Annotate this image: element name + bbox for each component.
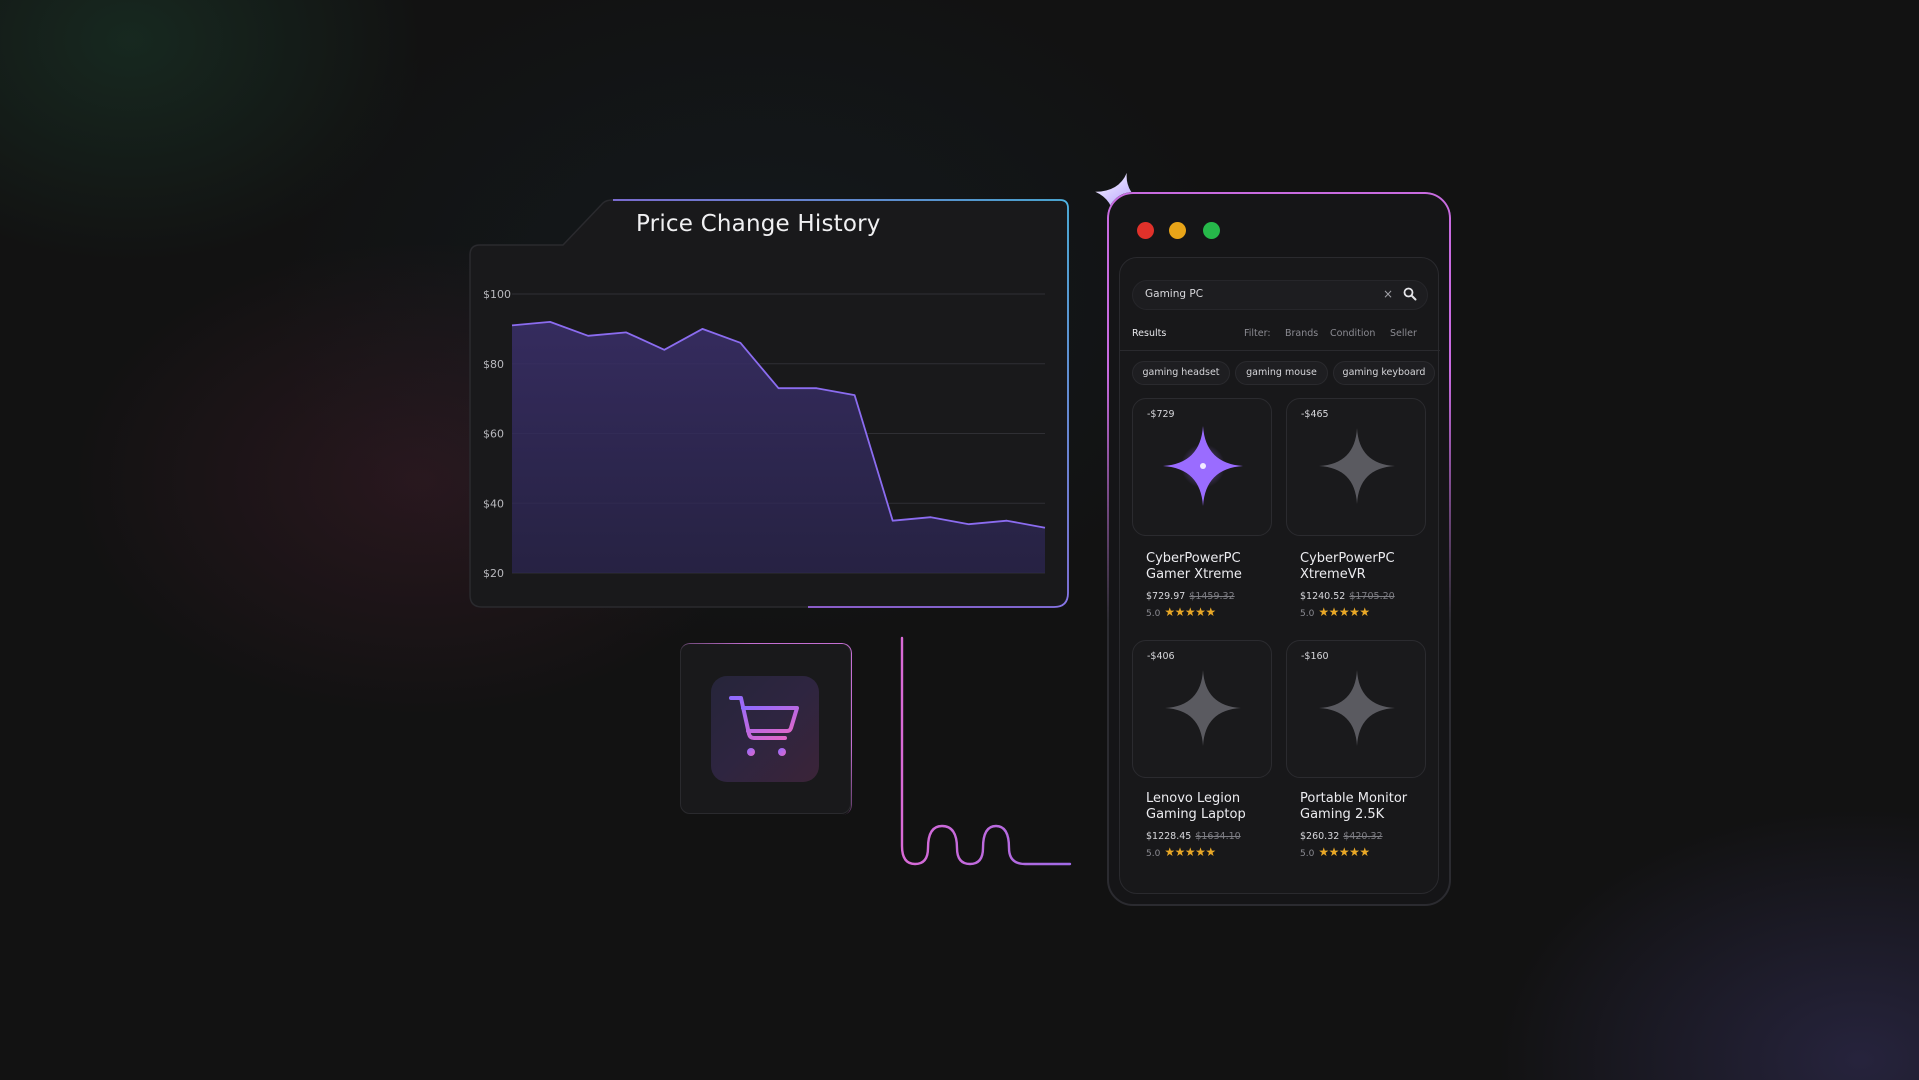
star-rating-icon: ★★★★★ [1164,605,1216,619]
results-toolbar: Results Filter: Brands Condition Seller [1132,328,1428,348]
old-price: $1459.32 [1189,591,1235,602]
search-app-window: Gaming PC × Results Filter: Brands Condi… [1107,192,1451,906]
maximize-window-dot[interactable] [1203,222,1220,239]
rating-value: 5.0 [1300,609,1315,619]
product-name-line: Lenovo Legion [1146,791,1241,806]
product-name-line: CyberPowerPC [1146,551,1241,566]
product-card[interactable]: -$729 [1132,398,1272,536]
suggestion-chip[interactable]: gaming headset [1132,361,1230,385]
rating-row: 5.0 ★★★★★ [1146,605,1216,619]
product-name: CyberPowerPC XtremeVR [1300,551,1440,583]
y-tick-label: $100 [483,288,511,301]
discount-badge: -$406 [1147,651,1175,662]
search-input[interactable]: Gaming PC × [1132,280,1428,310]
discount-badge: -$160 [1301,651,1329,662]
product-name-line: Portable Monitor [1300,791,1408,806]
search-icon[interactable] [1403,287,1417,301]
tab-results[interactable]: Results [1132,328,1167,339]
current-price: $1240.52 [1300,591,1346,602]
product-image-placeholder [1165,670,1241,746]
clear-icon[interactable]: × [1382,287,1393,301]
product-name-line: Gaming Laptop [1146,807,1246,822]
product-name-line: XtremeVR [1300,567,1366,582]
suggestion-chip[interactable]: gaming mouse [1235,361,1328,385]
product-image-placeholder [1319,428,1395,504]
toolbar-divider [1120,350,1440,351]
filter-seller[interactable]: Seller [1390,328,1417,339]
cart-icon-tile[interactable] [711,676,819,782]
price-row: $729.97 $1459.32 [1146,591,1235,602]
shopping-cart-icon [729,696,799,756]
rating-value: 5.0 [1146,849,1161,859]
cart-card[interactable] [680,643,851,814]
product-image-placeholder [1319,670,1395,746]
chart-title: Price Change History [636,211,881,237]
star-rating-icon: ★★★★★ [1318,605,1370,619]
y-tick-label: $40 [483,497,504,510]
product-card[interactable]: -$160 [1286,640,1426,778]
product-name: Portable Monitor Gaming 2.5K [1300,791,1440,823]
current-price: $729.97 [1146,591,1186,602]
price-chart: $100 $80 $60 $40 $20 [483,288,1046,580]
rating-row: 5.0 ★★★★★ [1300,605,1370,619]
app-content: Gaming PC × Results Filter: Brands Condi… [1119,257,1440,894]
rating-value: 5.0 [1300,849,1315,859]
price-area [512,321,1045,573]
current-price: $1228.45 [1146,831,1192,842]
price-row: $260.32 $420.32 [1300,831,1383,842]
rating-row: 5.0 ★★★★★ [1146,845,1216,859]
old-price: $1705.20 [1349,591,1395,602]
discount-badge: -$729 [1147,409,1175,420]
price-row: $1228.45 $1634.10 [1146,831,1241,842]
search-input-value[interactable]: Gaming PC [1145,288,1204,300]
close-window-dot[interactable] [1137,222,1154,239]
product-card[interactable]: -$406 [1132,640,1272,778]
y-tick-label: $20 [483,567,504,580]
price-history-window: Price Change History $100 $80 $60 $40 $20 [468,193,1070,610]
minimize-window-dot[interactable] [1169,222,1186,239]
price-row: $1240.52 $1705.20 [1300,591,1395,602]
product-name: Lenovo Legion Gaming Laptop [1146,791,1286,823]
old-price: $1634.10 [1195,831,1241,842]
rating-row: 5.0 ★★★★★ [1300,845,1370,859]
filter-label: Filter: [1244,328,1271,339]
y-tick-label: $60 [483,428,504,441]
star-rating-icon: ★★★★★ [1164,845,1216,859]
product-name-line: Gaming 2.5K [1300,807,1385,822]
y-tick-label: $80 [483,358,504,371]
product-card[interactable]: -$465 [1286,398,1426,536]
rating-value: 5.0 [1146,609,1161,619]
connector-line [900,636,1072,866]
price-line [511,321,1046,529]
suggestion-chip[interactable]: gaming keyboard [1333,361,1435,385]
star-rating-icon: ★★★★★ [1318,845,1370,859]
current-price: $260.32 [1300,831,1340,842]
discount-badge: -$465 [1301,409,1329,420]
product-name-line: Gamer Xtreme [1146,567,1242,582]
old-price: $420.32 [1343,831,1383,842]
filter-condition[interactable]: Condition [1330,328,1376,339]
filter-brands[interactable]: Brands [1285,328,1319,339]
product-name-line: CyberPowerPC [1300,551,1395,566]
product-name: CyberPowerPC Gamer Xtreme [1146,551,1286,583]
product-image-placeholder [1163,426,1243,506]
